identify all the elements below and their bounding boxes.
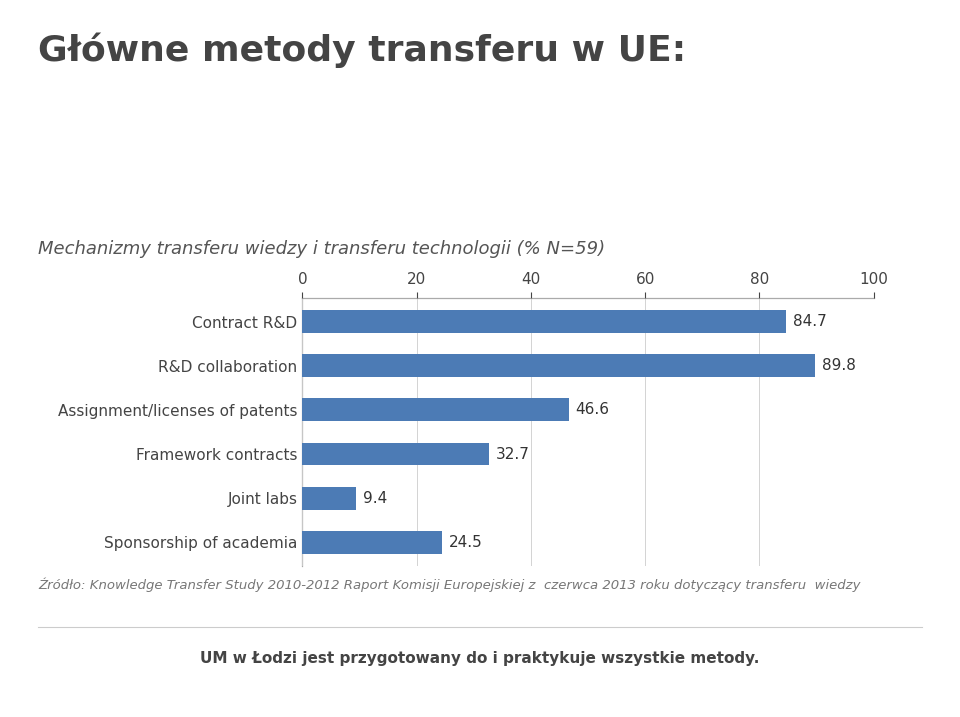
Bar (302, 399, 568, 422)
Bar (302, 354, 815, 377)
Text: Mechanizmy transferu wiedzy i transferu technologii (% N=59): Mechanizmy transferu wiedzy i transferu … (38, 240, 606, 258)
Text: Źródło: Knowledge Transfer Study 2010-2012 Raport Komisji Europejskiej z  czerwc: Źródło: Knowledge Transfer Study 2010-20… (38, 577, 861, 592)
Text: Główne metody transferu w UE:: Główne metody transferu w UE: (38, 32, 686, 68)
Text: 89.8: 89.8 (822, 358, 856, 374)
Bar (302, 531, 443, 554)
Bar (302, 310, 786, 333)
Text: 9.4: 9.4 (363, 490, 387, 505)
Text: UM w Łodzi jest przygotowany do i praktykuje wszystkie metody.: UM w Łodzi jest przygotowany do i prakty… (201, 651, 759, 666)
Text: 24.5: 24.5 (449, 535, 483, 550)
Bar (302, 442, 490, 465)
Bar (302, 487, 356, 510)
Text: 32.7: 32.7 (496, 447, 530, 462)
Text: 84.7: 84.7 (793, 314, 827, 329)
Text: 46.6: 46.6 (575, 402, 610, 417)
